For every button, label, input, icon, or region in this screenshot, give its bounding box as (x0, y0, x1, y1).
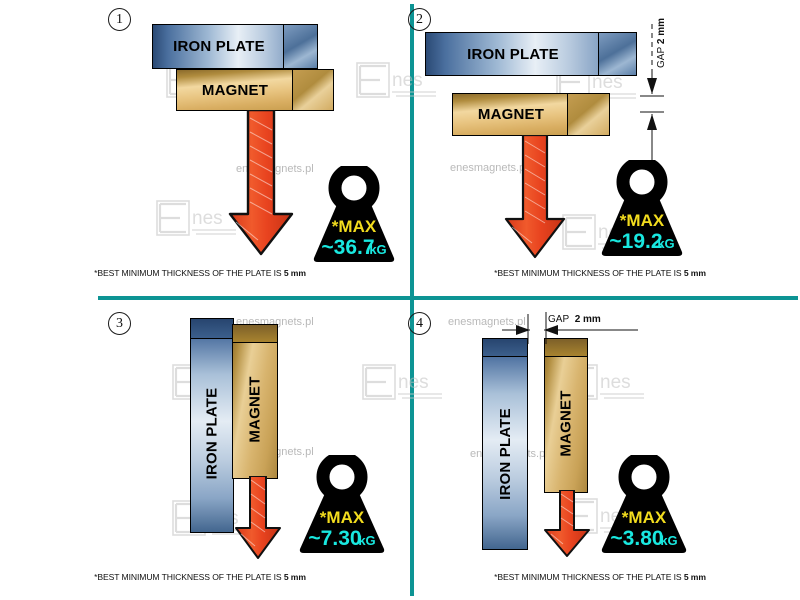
iron-plate-label: IRON PLATE (173, 38, 265, 55)
caption-bold-4: 5 mm (683, 572, 706, 582)
weight-unit-1: kG (369, 242, 386, 257)
panel-3: 3 enesmagnets.pl enesmagnets.pl nes nes (0, 300, 442, 598)
weight-value-4: ~3.80 (610, 527, 663, 550)
magnet-bar-1: MAGNET (176, 69, 334, 111)
magnet-bar-4: MAGNET (544, 338, 588, 493)
caption-4: *BEST MINIMUM THICKNESS OF THE PLATE IS … (400, 572, 800, 582)
iron-plate-bar-1: IRON PLATE (152, 24, 318, 69)
svg-text:nes: nes (192, 208, 223, 229)
gap-value-2: 2 mm (656, 17, 667, 45)
step-badge-1: 1 (108, 8, 131, 31)
gap-dimension-2 (638, 22, 666, 162)
caption-text-3: *BEST MINIMUM THICKNESS OF THE PLATE IS (94, 572, 284, 582)
caption-3: *BEST MINIMUM THICKNESS OF THE PLATE IS … (0, 572, 400, 582)
caption-bold-2: 5 mm (683, 268, 706, 278)
iron-plate-top-face (191, 319, 233, 339)
watermark-logo: nes (152, 198, 238, 238)
caption-2: *BEST MINIMUM THICKNESS OF THE PLATE IS … (400, 268, 800, 278)
gap-label-4: GAP 2 mm (548, 314, 601, 325)
caption-bold-1: 5 mm (283, 268, 306, 278)
weight-max-label-3: *MAX (320, 508, 365, 527)
iron-plate-top-face (483, 339, 527, 357)
caption-text-1: *BEST MINIMUM THICKNESS OF THE PLATE IS (94, 268, 284, 278)
horizontal-divider (98, 296, 798, 300)
magnet-top-face (545, 339, 587, 357)
weight-unit-3: kG (358, 533, 375, 548)
iron-plate-label: IRON PLATE (496, 408, 514, 500)
step-badge-3: 3 (108, 312, 131, 335)
force-arrow-4 (543, 490, 591, 558)
force-arrow-3 (234, 476, 282, 560)
caption-text-4: *BEST MINIMUM THICKNESS OF THE PLATE IS (494, 572, 684, 582)
magnet-label: MAGNET (477, 106, 545, 123)
weight-badge-1: *MAX ~36.7 kG (308, 166, 400, 264)
magnet-end-face (292, 70, 333, 110)
gap-value-4: 2 mm (574, 314, 601, 325)
iron-plate-label: IRON PLATE (203, 387, 221, 480)
gap-label-2: GAP 2 mm (656, 18, 667, 68)
weight-value-2: ~19.2 (609, 230, 662, 253)
weight-value-1: ~36.7 (321, 236, 374, 259)
iron-plate-end-face (283, 25, 317, 68)
iron-plate-end-face (598, 33, 636, 75)
weight-badge-4: *MAX ~3.80 kG (596, 455, 692, 555)
weight-max-label-1: *MAX (332, 217, 377, 236)
weight-max-label-4: *MAX (622, 508, 667, 527)
magnet-label: MAGNET (246, 376, 264, 443)
magnet-top-face (233, 325, 277, 343)
gap-word-4: GAP (548, 314, 570, 325)
force-arrow-2 (504, 135, 566, 259)
panel-1: 1 nes nes nes (0, 0, 436, 298)
step-badge-4: 4 (408, 312, 431, 335)
panel-4: 4 enesmagnets.pl enesmagnets.pl nes nes … (400, 300, 800, 598)
weight-max-label-2: *MAX (620, 211, 665, 230)
iron-plate-bar-3: IRON PLATE (190, 318, 234, 533)
weight-badge-3: *MAX ~7.30 kG (294, 455, 390, 555)
panel-2: 2 nes nes enesmagnets.pl IRON PLATE (400, 0, 800, 298)
iron-plate-bar-4: IRON PLATE (482, 338, 528, 550)
magnet-bar-2: MAGNET (452, 93, 610, 136)
weight-unit-2: kG (657, 236, 674, 251)
weight-value-3: ~7.30 (308, 527, 361, 550)
gap-word-2: GAP (656, 46, 667, 68)
caption-bold-3: 5 mm (283, 572, 306, 582)
magnet-label: MAGNET (557, 390, 575, 457)
iron-plate-label: IRON PLATE (467, 45, 559, 63)
caption-text-2: *BEST MINIMUM THICKNESS OF THE PLATE IS (494, 268, 684, 278)
caption-1: *BEST MINIMUM THICKNESS OF THE PLATE IS … (0, 268, 400, 278)
svg-text:nes: nes (600, 372, 631, 393)
force-arrow-1 (228, 110, 294, 256)
weight-unit-4: kG (660, 533, 677, 548)
magnet-end-face (567, 94, 609, 135)
vertical-divider (410, 4, 414, 596)
magnet-bar-3: MAGNET (232, 324, 278, 479)
gap-dimension-4 (500, 310, 640, 346)
magnet-label: MAGNET (201, 81, 269, 99)
weight-badge-2: *MAX ~19.2 kG (596, 160, 688, 258)
iron-plate-bar-2: IRON PLATE (425, 32, 637, 76)
step-badge-2: 2 (408, 8, 431, 31)
